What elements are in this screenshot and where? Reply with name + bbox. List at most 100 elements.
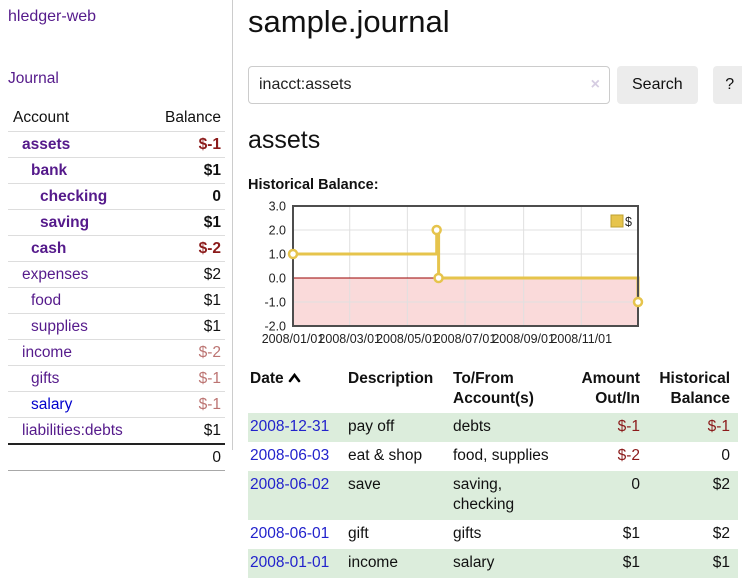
register-table: Date Description To/From Account(s) Amount Ou…: [248, 366, 738, 578]
account-row: supplies $1: [8, 313, 225, 340]
chart-title: Historical Balance:: [248, 177, 379, 193]
account-balance: $-2: [148, 235, 225, 262]
transaction-date-link[interactable]: 2008-06-02: [250, 476, 330, 493]
accounts-header-account: Account: [8, 107, 149, 132]
account-link[interactable]: assets: [22, 136, 71, 153]
account-balance: $1: [148, 313, 225, 340]
help-button[interactable]: ?: [712, 66, 742, 104]
transaction-date-link[interactable]: 2008-06-03: [250, 447, 330, 464]
transaction-amount: 0: [631, 476, 640, 493]
register-row: 2008-06-01 gift gifts $1 $2: [248, 520, 738, 549]
register-header-historical: Historical Balance: [659, 370, 730, 407]
svg-text:2.0: 2.0: [269, 224, 286, 238]
account-row: expenses $2: [8, 261, 225, 288]
accounts-total-value: 0: [148, 443, 225, 471]
accounts-header-balance: Balance: [148, 107, 225, 132]
account-row: food $1: [8, 287, 225, 314]
account-balance: $1: [148, 209, 225, 236]
account-link[interactable]: gifts: [31, 370, 60, 387]
svg-text:2008/11/01: 2008/11/01: [550, 332, 612, 346]
register-header-to-from: To/From Account(s): [453, 370, 534, 407]
account-row: liabilities:debts $1: [8, 417, 225, 445]
account-link[interactable]: checking: [40, 188, 108, 205]
transaction-description: gift: [348, 525, 369, 542]
account-link[interactable]: food: [31, 292, 62, 309]
transaction-description: eat & shop: [348, 447, 423, 464]
svg-text:2008/07/01: 2008/07/01: [434, 332, 497, 346]
account-link[interactable]: expenses: [22, 266, 89, 283]
account-row: income $-2: [8, 339, 225, 366]
transaction-date-link[interactable]: 2008-06-01: [250, 525, 330, 542]
accounts-total-spacer: [8, 443, 149, 471]
account-link[interactable]: liabilities:debts: [22, 422, 123, 439]
chart-legend: $: [610, 214, 632, 229]
transaction-description: income: [348, 554, 398, 571]
account-balance: $-2: [148, 339, 225, 366]
svg-text:-2.0: -2.0: [264, 320, 286, 334]
transaction-amount: $1: [622, 525, 640, 542]
svg-text:2008/09/01: 2008/09/01: [492, 332, 555, 346]
transaction-amount: $-1: [617, 418, 640, 435]
svg-text:2008/01/01: 2008/01/01: [262, 332, 325, 346]
account-row: checking 0: [8, 183, 225, 210]
account-row: cash $-2: [8, 235, 225, 262]
register-header-amount: Amount Out/In: [581, 370, 640, 407]
svg-text:-1.0: -1.0: [264, 296, 286, 310]
transaction-balance: 0: [721, 447, 730, 464]
transaction-balance: $-1: [707, 418, 730, 435]
transaction-amount: $1: [622, 554, 640, 571]
account-row: gifts $-1: [8, 365, 225, 392]
transaction-accounts: saving, checking: [453, 476, 515, 513]
account-link[interactable]: cash: [31, 240, 67, 257]
transaction-description: pay off: [348, 418, 395, 435]
account-balance: $-1: [148, 391, 225, 418]
account-row: bank $1: [8, 157, 225, 184]
search-bar: × Search ?: [248, 66, 742, 104]
account-balance: $2: [148, 261, 225, 288]
accounts-total-row: 0: [8, 443, 225, 471]
account-link[interactable]: salary: [31, 396, 73, 413]
account-balance: $-1: [148, 365, 225, 392]
search-input[interactable]: [248, 66, 610, 104]
page-title: sample.journal: [248, 4, 450, 39]
svg-text:1.0: 1.0: [269, 248, 286, 262]
register-row: 2008-06-03 eat & shop food, supplies $-2 0: [248, 442, 738, 471]
account-balance: $1: [148, 157, 225, 184]
transaction-balance: $2: [712, 476, 730, 493]
account-link[interactable]: supplies: [31, 318, 88, 335]
sidebar-nav: Journal: [8, 70, 225, 88]
transaction-accounts: gifts: [453, 525, 482, 542]
account-link[interactable]: income: [22, 344, 72, 361]
transaction-description: save: [348, 476, 381, 493]
account-balance: $1: [148, 417, 225, 445]
account-row: assets $-1: [8, 131, 225, 158]
account-row: saving $1: [8, 209, 225, 236]
account-title: assets: [248, 126, 321, 154]
svg-text:2008/05/01: 2008/05/01: [376, 332, 439, 346]
transaction-amount: $-2: [617, 447, 640, 464]
historical-balance-chart: 2008/01/01 2008/03/01 2008/05/01 2008/07/01…: [248, 200, 742, 358]
account-balance: 0: [148, 183, 225, 210]
account-balance: $-1: [148, 131, 225, 158]
account-link[interactable]: bank: [31, 162, 68, 179]
account-row: salary $-1: [8, 391, 225, 418]
sort-ascending-icon: [288, 372, 300, 383]
search-button[interactable]: Search: [617, 66, 698, 104]
account-balance: $1: [148, 287, 225, 314]
journal-link[interactable]: Journal: [8, 70, 59, 87]
transaction-balance: $2: [712, 525, 730, 542]
svg-text:0.0: 0.0: [269, 272, 286, 286]
transaction-date-link[interactable]: 2008-01-01: [250, 554, 330, 571]
brand-link[interactable]: hledger-web: [8, 8, 97, 25]
transaction-balance: $1: [712, 554, 730, 571]
clear-search-icon[interactable]: ×: [590, 76, 600, 93]
register-row: 2008-01-01 income salary $1 $1: [248, 549, 738, 578]
sidebar: hledger-web Journal Account Balance asse…: [0, 0, 233, 471]
transaction-date-link[interactable]: 2008-12-31: [250, 418, 330, 435]
account-link[interactable]: saving: [40, 214, 90, 231]
transaction-accounts: salary: [453, 554, 495, 571]
accounts-table: Account Balance assets $-1 bank $1 checking 0…: [8, 107, 225, 471]
register-header-date[interactable]: Date: [248, 366, 346, 413]
register-header-description: Description: [348, 370, 434, 387]
